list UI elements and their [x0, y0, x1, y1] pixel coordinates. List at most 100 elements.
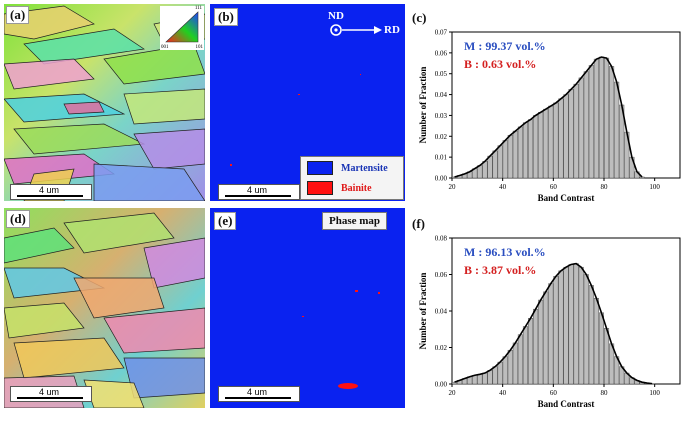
scalebar-e-label: 4 um	[247, 387, 267, 397]
x-tick-label: 80	[601, 183, 609, 191]
histogram-bar	[599, 313, 604, 384]
histogram-bar	[614, 82, 619, 178]
y-tick-label: 0.06	[435, 49, 448, 57]
histogram-bar	[538, 112, 543, 178]
histogram-bar	[483, 161, 488, 178]
histogram-bar	[584, 72, 589, 178]
panel-label-a: (a)	[6, 6, 29, 24]
histogram-bar	[503, 357, 508, 384]
y-tick-label: 0.05	[435, 70, 448, 78]
annotation-martensite: M : 99.37 vol.%	[464, 39, 546, 53]
histogram-bar	[528, 318, 533, 384]
scalebar-d: 4 um	[10, 386, 92, 402]
histogram-bar	[508, 350, 513, 384]
histogram-bar	[594, 298, 599, 384]
histogram-bar	[508, 135, 513, 178]
histogram-bar	[579, 78, 584, 178]
legend-item-martensite: Martensite	[307, 161, 388, 175]
histogram-bar	[559, 99, 564, 178]
histogram-bar	[498, 362, 503, 384]
phase-map-b: (b) ND RD Martensite Bainite 4 um	[210, 4, 405, 201]
y-axis-label: Number of Fraction	[418, 273, 428, 350]
ipf-map-d-image	[4, 208, 205, 408]
ipf-color-key: 111 001 101	[160, 6, 204, 50]
annotation-bainite: B : 0.63 vol.%	[464, 57, 536, 71]
histogram-bar	[554, 276, 559, 384]
y-tick-label: 0.01	[435, 154, 448, 162]
legend-item-bainite: Bainite	[307, 181, 372, 195]
panel-label-e: (e)	[214, 212, 236, 230]
rd-label: RD	[384, 24, 400, 36]
scalebar-d-label: 4 um	[39, 387, 59, 397]
histogram-bar	[604, 58, 609, 178]
histogram-bar	[574, 264, 579, 384]
y-tick-label: 0.03	[435, 112, 448, 120]
x-tick-label: 20	[449, 389, 457, 397]
scalebar-e: 4 um	[218, 386, 300, 402]
histogram-bar	[513, 343, 518, 384]
x-tick-label: 40	[499, 389, 507, 397]
histogram-bar	[559, 271, 564, 384]
y-tick-label: 0.02	[435, 344, 448, 352]
histogram-bar	[609, 66, 614, 178]
scalebar-b: 4 um	[218, 184, 300, 200]
histogram-bar	[589, 285, 594, 384]
histogram-bar	[483, 373, 488, 384]
histogram-bar	[569, 89, 574, 178]
histogram-bar	[543, 292, 548, 384]
martensite-swatch	[307, 161, 333, 175]
histogram-bar	[533, 309, 538, 384]
histogram-bar	[488, 370, 493, 384]
ipf-key-label-001: 001	[161, 45, 169, 50]
histogram-bar	[564, 95, 569, 178]
x-tick-label: 100	[649, 183, 660, 191]
histogram-bar	[493, 367, 498, 384]
panel-label-d: (d)	[6, 210, 30, 228]
histogram-bar	[569, 264, 574, 384]
x-tick-label: 100	[649, 389, 660, 397]
histogram-bar	[599, 57, 604, 178]
y-tick-label: 0.04	[435, 91, 448, 99]
y-tick-label: 0.04	[435, 308, 448, 316]
bainite-swatch	[307, 181, 333, 195]
x-tick-label: 80	[601, 389, 609, 397]
x-axis-label: Band Contrast	[538, 193, 595, 203]
histogram-bar	[594, 59, 599, 178]
x-tick-label: 40	[499, 183, 507, 191]
histogram-bar	[564, 267, 569, 384]
histogram-bar	[584, 275, 589, 385]
y-tick-label: 0.02	[435, 133, 448, 141]
x-tick-label: 60	[550, 183, 558, 191]
y-tick-label: 0.07	[435, 29, 448, 37]
phase-map-title: Phase map	[322, 212, 387, 230]
panel-label-c: (c)	[412, 10, 426, 26]
annotation-martensite: M : 96.13 vol.%	[464, 245, 546, 259]
ipf-key-label-101: 101	[196, 45, 204, 50]
annotation-bainite: B : 3.87 vol.%	[464, 263, 536, 277]
x-axis-label: Band Contrast	[538, 399, 595, 409]
legend-martensite-label: Martensite	[341, 163, 388, 174]
histogram-bar	[493, 151, 498, 178]
legend-bainite-label: Bainite	[341, 183, 372, 194]
axis-nd-rd: ND RD	[328, 10, 402, 40]
y-tick-label: 0.08	[435, 235, 448, 243]
y-tick-label: 0.00	[435, 175, 448, 183]
histogram-bar	[549, 284, 554, 384]
histogram-bar	[523, 123, 528, 178]
phase-map-e: (e) Phase map 4 um	[210, 208, 405, 408]
phase-legend: Martensite Bainite	[300, 156, 404, 200]
histogram-bar	[523, 327, 528, 384]
y-axis-label: Number of Fraction	[418, 67, 428, 144]
histogram-bar	[513, 131, 518, 178]
histogram-bar	[518, 127, 523, 178]
panel-label-b: (b)	[214, 8, 238, 26]
ipf-key-label-111: 111	[195, 6, 202, 11]
histogram-bar	[589, 65, 594, 178]
scalebar-a: 4 um	[10, 184, 92, 200]
ipf-map-d: (d) 4 um	[4, 208, 205, 408]
histogram-bar	[574, 84, 579, 178]
scalebar-b-label: 4 um	[247, 185, 267, 195]
histogram-bar	[473, 375, 478, 384]
